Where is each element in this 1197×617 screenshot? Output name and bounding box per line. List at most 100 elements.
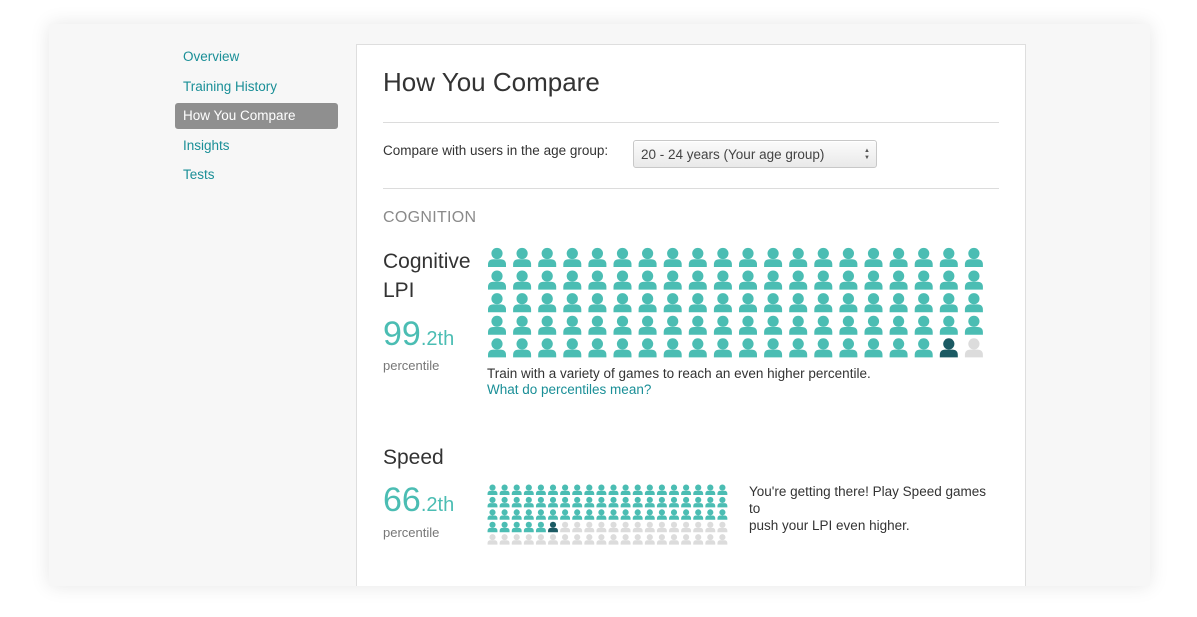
person-icon bbox=[596, 509, 607, 520]
person-icon bbox=[620, 496, 631, 508]
person-icon bbox=[681, 509, 692, 520]
person-icon bbox=[488, 315, 506, 335]
metric-name-speed: Speed bbox=[383, 446, 444, 469]
sidebar-item-training-history[interactable]: Training History bbox=[183, 78, 278, 94]
person-icon bbox=[644, 509, 655, 520]
person-icon bbox=[608, 484, 619, 495]
person-icon bbox=[499, 509, 510, 520]
person-icon bbox=[513, 338, 532, 358]
person-icon bbox=[705, 496, 716, 508]
sidebar-item-overview[interactable]: Overview bbox=[183, 49, 240, 64]
person-icon bbox=[632, 484, 643, 495]
section-heading-cognition: COGNITION bbox=[383, 209, 477, 226]
age-group-select[interactable]: 20 - 24 years (Your age group) ▲ ▼ bbox=[633, 140, 877, 168]
person-icon bbox=[693, 496, 704, 508]
person-icon bbox=[584, 484, 595, 495]
person-icon bbox=[644, 534, 655, 545]
person-icon bbox=[596, 534, 607, 545]
speed-tip: You're getting there! Play Speed games t… bbox=[749, 483, 999, 534]
person-icon bbox=[864, 270, 883, 290]
person-icon bbox=[889, 293, 908, 313]
person-icon bbox=[789, 315, 808, 335]
person-icon bbox=[620, 484, 631, 495]
speed-percentile-dec: .2th bbox=[420, 494, 455, 516]
person-icon bbox=[864, 338, 883, 358]
person-icon bbox=[693, 509, 704, 520]
person-icon bbox=[608, 534, 619, 545]
sidebar-item-insights[interactable]: Insights bbox=[183, 137, 230, 153]
person-icon bbox=[638, 270, 657, 290]
person-icon bbox=[663, 270, 682, 290]
person-icon bbox=[681, 521, 692, 533]
person-icon bbox=[789, 293, 808, 313]
person-icon bbox=[638, 247, 657, 267]
person-icon bbox=[705, 534, 716, 545]
person-icon bbox=[839, 270, 858, 290]
person-icon bbox=[964, 338, 983, 358]
person-icon bbox=[814, 270, 833, 290]
person-icon bbox=[535, 521, 546, 533]
sidebar-item-how-you-compare[interactable]: How You Compare bbox=[175, 103, 338, 130]
person-icon bbox=[739, 315, 757, 335]
person-icon bbox=[644, 521, 655, 533]
person-icon bbox=[638, 338, 657, 358]
person-icon bbox=[663, 293, 682, 313]
metric-name-cognitive: Cognitive LPI bbox=[383, 247, 471, 305]
person-icon bbox=[487, 521, 498, 533]
person-icon bbox=[596, 484, 607, 495]
person-icon bbox=[538, 270, 557, 290]
person-icon bbox=[588, 338, 607, 358]
cognitive-tip: Train with a variety of games to reach a… bbox=[487, 366, 871, 381]
person-icon bbox=[488, 270, 506, 290]
person-icon bbox=[513, 247, 532, 267]
person-icon bbox=[560, 496, 571, 508]
person-icon bbox=[608, 509, 619, 520]
person-icon bbox=[632, 496, 643, 508]
person-icon bbox=[563, 293, 582, 313]
person-icon bbox=[764, 315, 783, 335]
person-icon bbox=[713, 315, 732, 335]
person-icon bbox=[638, 315, 657, 335]
person-icon bbox=[613, 293, 632, 313]
person-icon bbox=[864, 315, 883, 335]
sidebar-item-tests[interactable]: Tests bbox=[183, 167, 215, 183]
person-icon bbox=[688, 270, 707, 290]
compare-label: Compare with users in the age group: bbox=[383, 143, 609, 158]
divider bbox=[383, 122, 999, 123]
percentiles-help-link[interactable]: What do percentiles mean? bbox=[487, 382, 652, 397]
person-icon bbox=[656, 509, 667, 520]
person-icon bbox=[511, 509, 522, 520]
up-down-arrows-icon: ▲ ▼ bbox=[864, 148, 870, 161]
person-icon bbox=[572, 484, 583, 495]
person-icon bbox=[739, 270, 757, 290]
person-icon bbox=[620, 534, 631, 545]
person-icon bbox=[964, 270, 983, 290]
person-icon bbox=[538, 247, 557, 267]
person-icon bbox=[864, 293, 883, 313]
person-icon bbox=[964, 247, 983, 267]
person-icon bbox=[764, 247, 783, 267]
person-icon bbox=[889, 247, 908, 267]
person-icon bbox=[499, 534, 510, 545]
person-icon bbox=[487, 534, 498, 545]
person-icon bbox=[523, 521, 534, 533]
person-icon bbox=[584, 534, 595, 545]
person-icon bbox=[535, 509, 546, 520]
person-icon bbox=[613, 338, 632, 358]
person-icon bbox=[663, 338, 682, 358]
person-icon bbox=[814, 247, 833, 267]
person-icon bbox=[563, 247, 582, 267]
person-icon bbox=[513, 270, 532, 290]
person-icon bbox=[560, 534, 571, 545]
person-icon bbox=[548, 496, 558, 508]
person-icon bbox=[964, 293, 983, 313]
person-icon bbox=[644, 496, 655, 508]
person-icon bbox=[584, 521, 595, 533]
person-icon bbox=[588, 315, 607, 335]
person-icon bbox=[693, 534, 704, 545]
person-icon bbox=[789, 247, 808, 267]
person-icon bbox=[713, 338, 732, 358]
person-icon bbox=[914, 315, 933, 335]
person-icon bbox=[560, 484, 571, 495]
person-icon bbox=[717, 509, 728, 520]
